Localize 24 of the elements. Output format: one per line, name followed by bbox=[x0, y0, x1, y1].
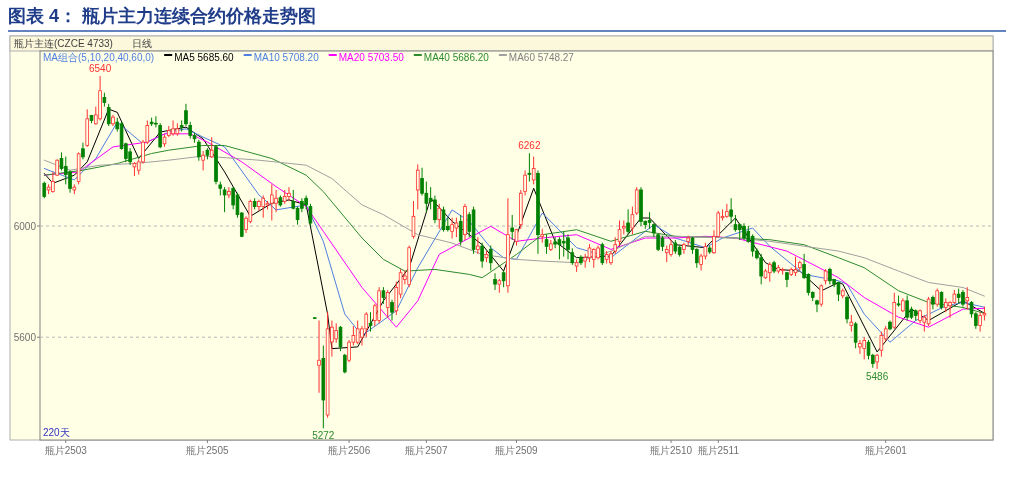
annotation: 5486 bbox=[865, 370, 889, 382]
legend-label: MA10 5708.20 bbox=[253, 52, 320, 63]
x-tick-label: 瓶片2510 bbox=[649, 445, 693, 456]
legend-label: MA20 5703.50 bbox=[338, 52, 405, 63]
x-tick-label: 瓶片2503 bbox=[44, 445, 88, 456]
legend-label: MA40 5686.20 bbox=[423, 52, 490, 63]
legend-label: MA60 5748.27 bbox=[508, 52, 575, 63]
x-tick-label: 瓶片2507 bbox=[405, 445, 448, 456]
annotation: 6262 bbox=[518, 140, 541, 152]
title: 图表 4： 瓶片主力连续合约价格走势图 bbox=[8, 6, 316, 26]
text: 瓶片主连(CZCE 4733) bbox=[14, 38, 113, 49]
x-tick-label: 瓶片2505 bbox=[186, 445, 229, 456]
annotation: 6540 bbox=[88, 63, 112, 75]
y-tick-label: 5600 bbox=[13, 332, 37, 344]
x-tick-label: 瓶片2511 bbox=[697, 445, 740, 456]
y-tick-label: 6000 bbox=[13, 221, 37, 233]
annotation: 5272 bbox=[312, 430, 335, 442]
x-tick-label: 瓶片2601 bbox=[864, 445, 908, 456]
x-tick-label: 瓶片2509 bbox=[495, 445, 539, 456]
legend-label: MA5 5685.60 bbox=[174, 52, 235, 63]
x-tick-label: 瓶片2506 bbox=[327, 445, 371, 456]
annotation: 220天 bbox=[43, 427, 70, 438]
text: 日线 bbox=[132, 38, 152, 49]
legend-title: MA组合(5,10,20,40,60,0) bbox=[43, 52, 155, 63]
